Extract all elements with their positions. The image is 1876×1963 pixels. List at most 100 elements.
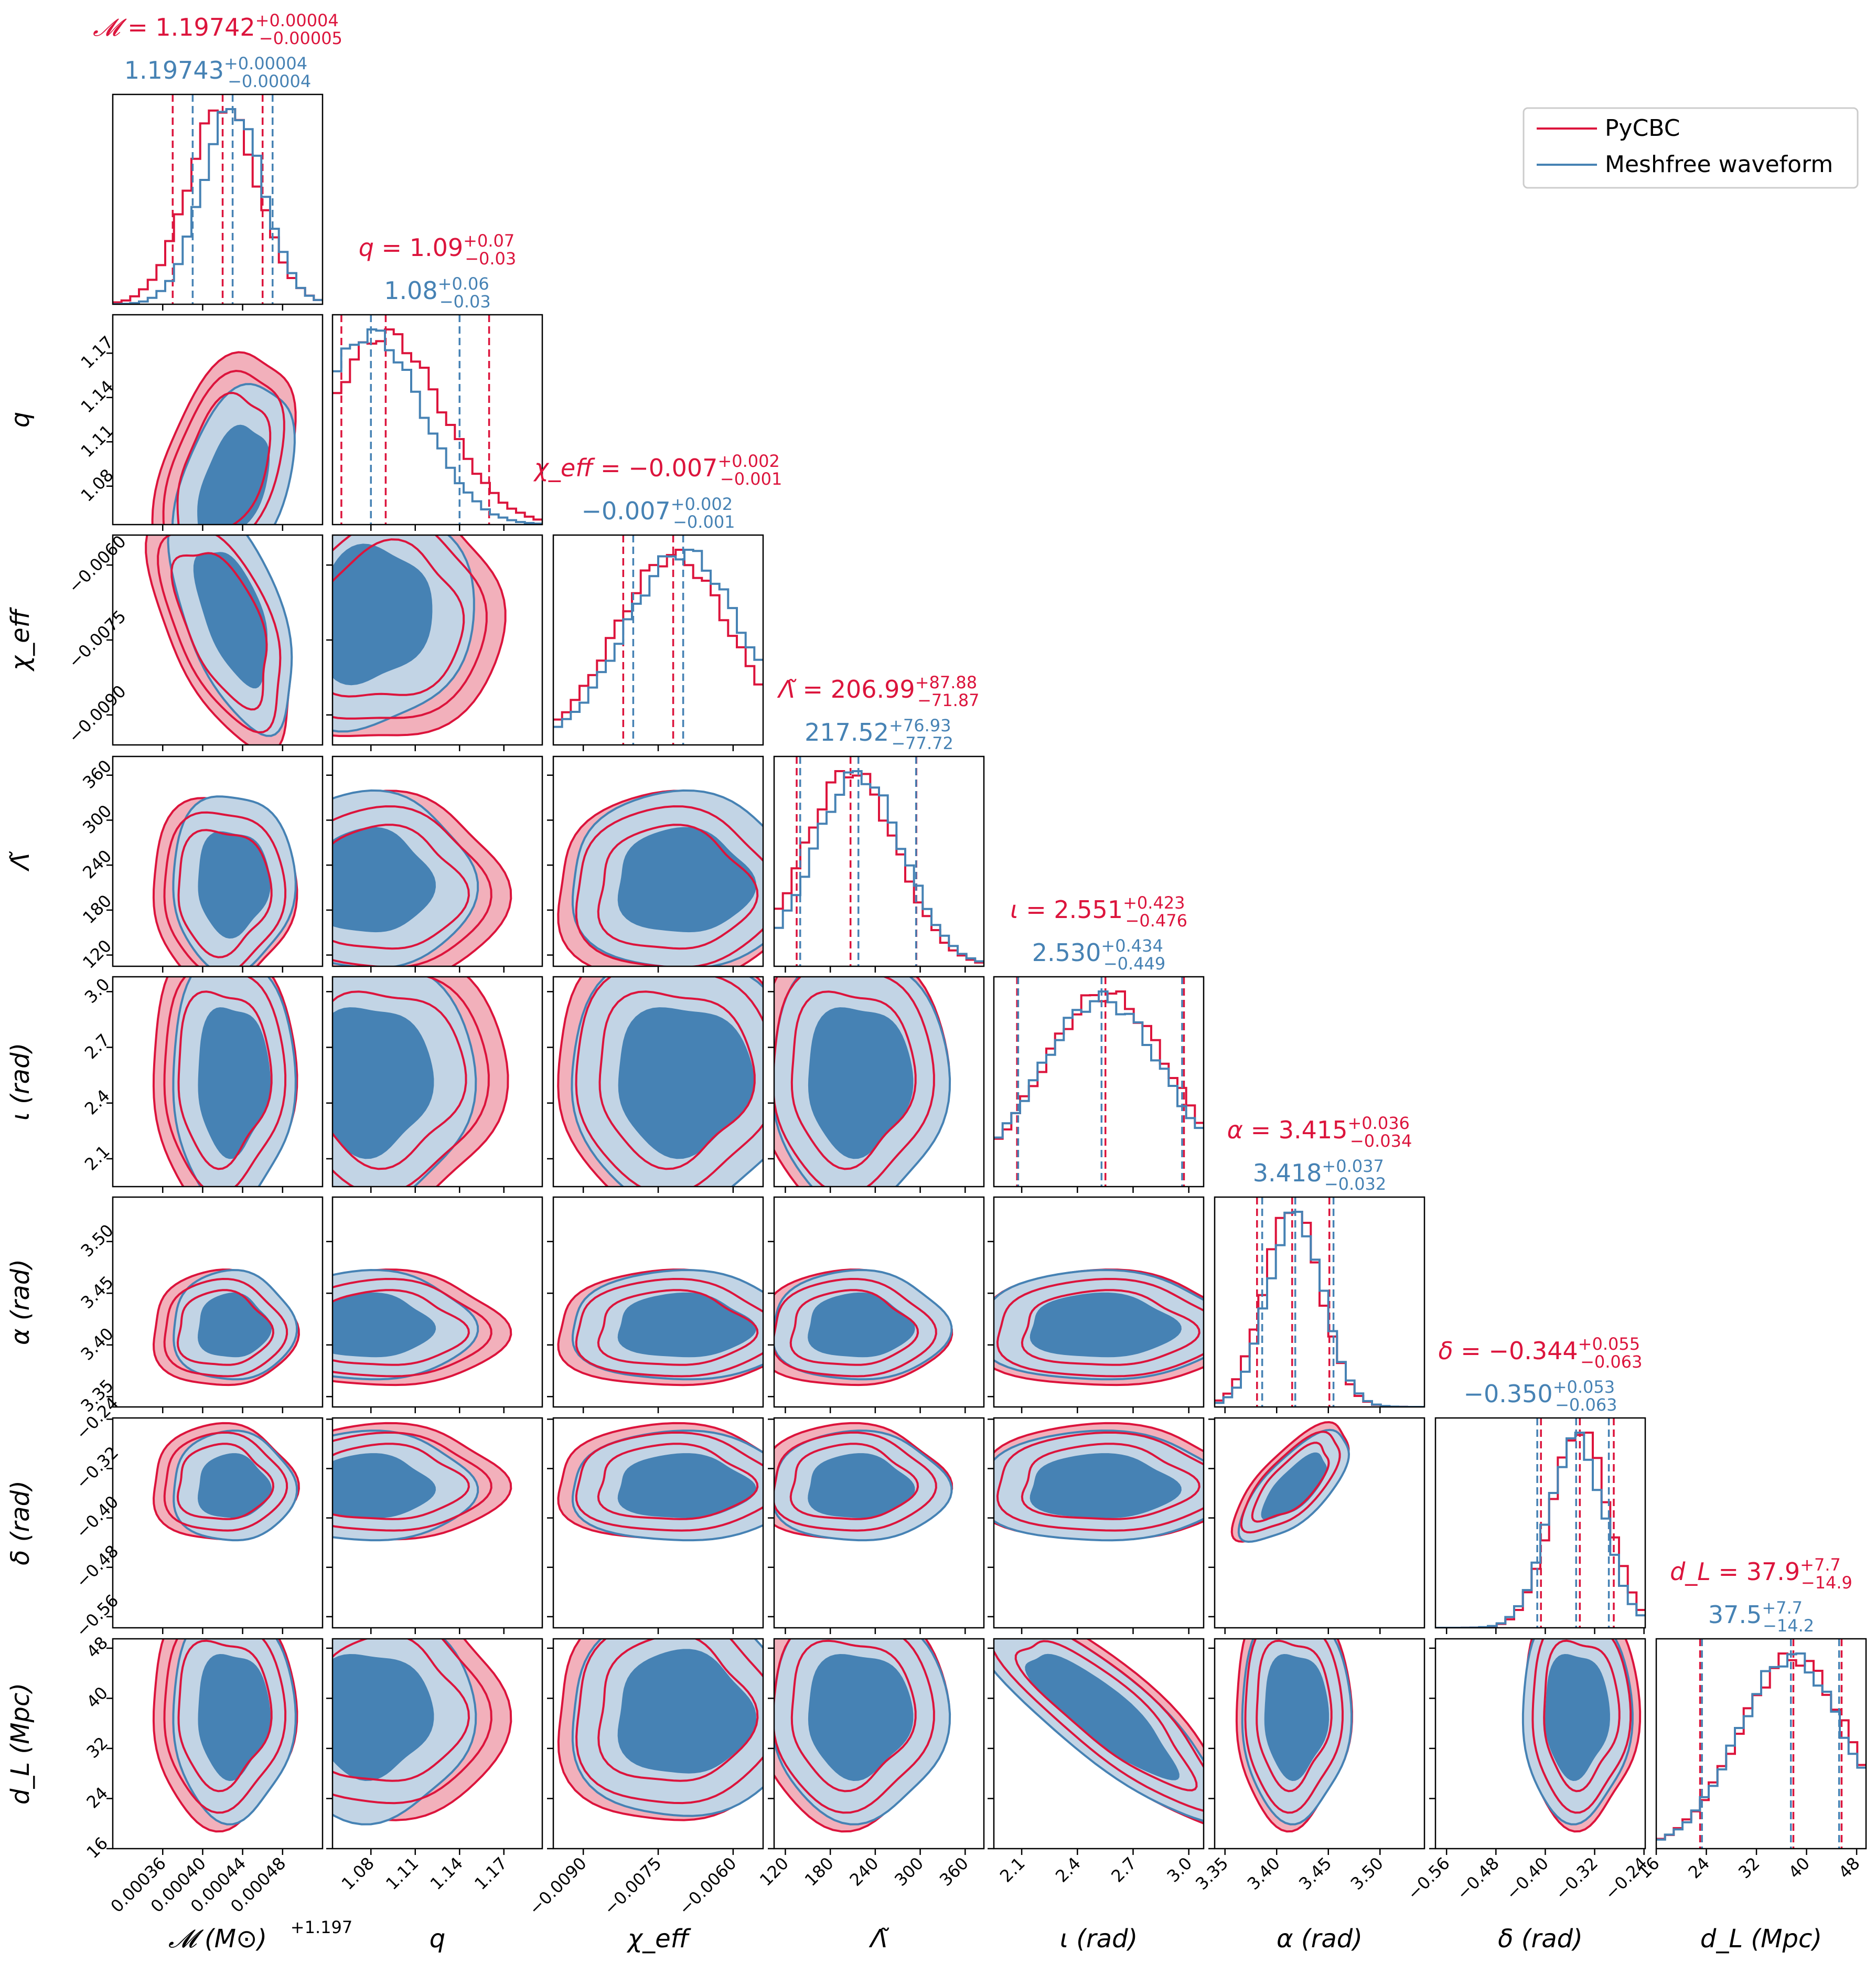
contour-inner-pycbc bbox=[597, 1289, 759, 1366]
contour-mid-pycbc bbox=[1531, 1639, 1632, 1814]
histogram-meshfree bbox=[774, 770, 984, 963]
contour-inner-meshfree bbox=[198, 1292, 272, 1358]
x-tick-label: 1.17 bbox=[470, 1853, 511, 1894]
title-pycbc-lam: Λ̃ = 206.99+87.88 −71.87 bbox=[777, 673, 979, 710]
panel-frame bbox=[331, 755, 543, 967]
panel-frame bbox=[993, 1638, 1205, 1850]
histogram-meshfree bbox=[1435, 1432, 1645, 1628]
contour-inner-pycbc bbox=[333, 1289, 470, 1366]
contour-mid-pycbc bbox=[163, 811, 287, 966]
contour-mid-pycbc bbox=[163, 977, 287, 1187]
y-tick-label: −0.0060 bbox=[65, 531, 130, 597]
y-tick-label: 180 bbox=[79, 891, 115, 927]
x-tick-label: 3.50 bbox=[1347, 1853, 1387, 1894]
x-tick-label: −0.0060 bbox=[675, 1853, 741, 1919]
title-pycbc-chi: χ_eff = −0.007+0.002 −0.001 bbox=[533, 451, 782, 489]
panel-frame bbox=[773, 1638, 985, 1850]
panel-frame bbox=[1434, 1417, 1646, 1629]
contour-panel-alpha-lam bbox=[768, 1196, 985, 1413]
histogram-meshfree bbox=[994, 990, 1204, 1139]
contour-mid-pycbc bbox=[333, 805, 492, 966]
panel-frame bbox=[331, 1196, 543, 1408]
x-tick-label: 3.40 bbox=[1243, 1853, 1284, 1894]
contour-inner-pycbc bbox=[1021, 1289, 1200, 1366]
panel-frame bbox=[1214, 1638, 1425, 1850]
contour-inner-pycbc bbox=[176, 1289, 275, 1366]
contour-inner-pycbc bbox=[333, 990, 467, 1170]
title-pycbc-mc: 𝓜 = 1.19742+0.00004 −0.00005 bbox=[93, 10, 342, 48]
contour-inner-pycbc bbox=[1543, 1639, 1621, 1793]
title-meshfree-dl: 37.5+7.7 −14.2 bbox=[1708, 1598, 1814, 1636]
contour-panel-dl-iota: 2.1 2.4 2.7 3.0 bbox=[988, 1638, 1205, 1886]
contour-inner-pycbc bbox=[790, 990, 917, 1170]
title-meshfree-q: 1.08+0.06 −0.03 bbox=[384, 274, 491, 312]
contour-inner-pycbc bbox=[597, 1639, 759, 1782]
contour-panel-alpha-iota bbox=[988, 1196, 1205, 1413]
contour-mid-pycbc bbox=[996, 1277, 1204, 1378]
contour-inner-meshfree bbox=[1545, 1654, 1610, 1781]
contour-inner-meshfree bbox=[198, 1007, 271, 1159]
contour-panel-delta-mc: −0.56−0.48−0.40−0.32−0.24 bbox=[72, 1393, 324, 1641]
panel-frame bbox=[773, 755, 985, 967]
panel-frame bbox=[993, 976, 1205, 1188]
contour-inner-pycbc bbox=[177, 1639, 273, 1793]
y-tick-label: 300 bbox=[79, 801, 115, 838]
contour-mid-pycbc bbox=[333, 1431, 492, 1532]
title-meshfree-delta: −0.350+0.053 −0.063 bbox=[1463, 1377, 1617, 1415]
contour-inner-meshfree bbox=[617, 827, 757, 933]
panel-frame bbox=[112, 1196, 324, 1408]
contour-mid-pycbc bbox=[163, 1277, 288, 1378]
contour-mid-pycbc bbox=[575, 805, 763, 966]
contour-inner-meshfree bbox=[193, 552, 267, 689]
y-tick-label: 1.08 bbox=[77, 465, 117, 505]
legend-label-pycbc: PyCBC bbox=[1605, 115, 1680, 142]
contour-inner-pycbc bbox=[177, 829, 273, 958]
contour-mid-pycbc bbox=[774, 977, 935, 1187]
title-meshfree-mc: 1.19743+0.00004 −0.00004 bbox=[124, 54, 312, 91]
contour-inner-meshfree bbox=[1030, 1453, 1182, 1518]
histogram-panel-mc bbox=[112, 93, 324, 311]
contour-inner-pycbc bbox=[333, 824, 470, 950]
contour-inner-meshfree bbox=[333, 1292, 436, 1358]
contour-inner-pycbc bbox=[170, 552, 268, 711]
contour-panel-chi-mc: −0.0090 −0.0075 −0.0060 bbox=[65, 531, 324, 751]
contour-mid-pycbc bbox=[1240, 1431, 1341, 1534]
contour-mid-pycbc bbox=[774, 1431, 937, 1532]
contour-mid-pycbc bbox=[994, 1639, 1204, 1812]
contour-inner-meshfree bbox=[198, 831, 271, 939]
contour-inner-pycbc bbox=[176, 391, 272, 525]
y-tick-label: 16 bbox=[82, 1833, 112, 1862]
contour-inner-meshfree bbox=[333, 1654, 434, 1781]
contour-mid-pycbc bbox=[575, 1277, 763, 1378]
x-tick-label: 3.35 bbox=[1192, 1853, 1232, 1894]
y-tick-label: −0.48 bbox=[72, 1541, 122, 1592]
panel-frame bbox=[331, 314, 543, 526]
contour-inner-meshfree bbox=[1025, 1653, 1180, 1780]
contour-mid-pycbc bbox=[333, 1277, 492, 1378]
x-tick-label: 2.4 bbox=[1052, 1853, 1085, 1886]
title-pycbc-alpha: α = 3.415+0.036 −0.034 bbox=[1227, 1113, 1412, 1151]
x-offset-label: +1.197 bbox=[291, 1917, 352, 1937]
x-tick-label: 2.1 bbox=[996, 1853, 1029, 1886]
contour-inner-pycbc bbox=[1021, 1443, 1200, 1520]
legend-label-meshfree: Meshfree waveform bbox=[1605, 151, 1833, 178]
histogram-panel-q bbox=[331, 314, 543, 531]
contour-mid-pycbc bbox=[157, 535, 282, 734]
y-tick-label: 40 bbox=[82, 1683, 112, 1712]
contour-inner-meshfree bbox=[618, 1007, 754, 1159]
panel-frame bbox=[112, 93, 324, 305]
histogram-pycbc bbox=[1215, 1211, 1424, 1407]
panel-frame bbox=[112, 976, 324, 1188]
contour-mid-pycbc bbox=[333, 977, 490, 1187]
x-axis-label-iota: ι (rad) bbox=[1060, 1924, 1138, 1954]
contour-inner-pycbc bbox=[790, 1639, 917, 1793]
contour-inner-meshfree bbox=[198, 1654, 271, 1781]
contour-mid-pycbc bbox=[774, 1639, 935, 1814]
panel-frame bbox=[773, 976, 985, 1188]
y-axis-label-q: q bbox=[6, 412, 35, 428]
contour-panel-delta-alpha bbox=[1208, 1417, 1425, 1634]
y-tick-label: 240 bbox=[79, 846, 115, 882]
y-axis-label-chi: χ_eff bbox=[6, 606, 35, 672]
